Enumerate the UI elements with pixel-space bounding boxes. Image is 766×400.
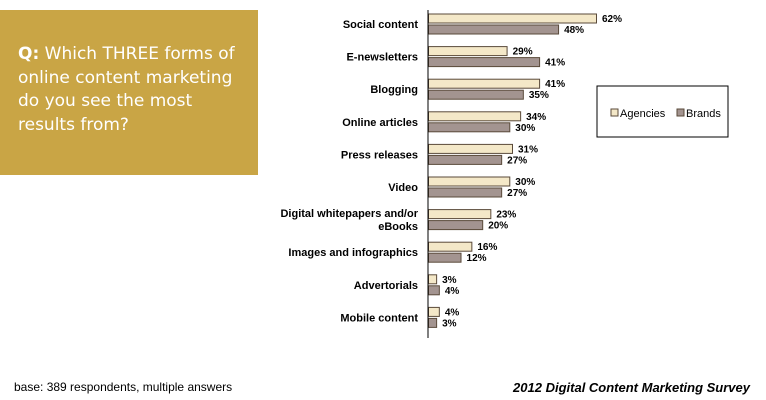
question-text: Which THREE forms of online content mark… (18, 44, 235, 135)
bar-agencies-images-and-infographics (428, 241, 473, 252)
bar-brands-online-articles (428, 122, 511, 133)
value-label-agencies-social-content: 62% (602, 14, 622, 25)
value-label-agencies-mobile-content: 4% (445, 307, 460, 318)
bar-agencies-advertorials (428, 274, 438, 285)
category-label-blogging: Blogging (370, 84, 418, 96)
legend-label-brands: Brands (686, 108, 721, 120)
bar-brands-images-and-infographics (428, 252, 462, 263)
base-note: base: 389 respondents, multiple answers (14, 380, 233, 394)
survey-source: 2012 Digital Content Marketing Survey (513, 380, 750, 395)
value-label-agencies-online-articles: 34% (526, 112, 546, 123)
bar-agencies-mobile-content (428, 306, 440, 317)
category-label-online-articles: Online articles (342, 117, 418, 129)
value-label-agencies-video: 30% (515, 177, 535, 188)
bar-brands-e-newsletters (428, 57, 541, 68)
bar-brands-advertorials (428, 285, 440, 296)
value-label-brands-mobile-content: 3% (442, 318, 457, 329)
bar-brands-mobile-content (428, 317, 438, 328)
question-box: Q: Which THREE forms of online content m… (0, 10, 258, 175)
value-label-brands-advertorials: 4% (445, 286, 460, 297)
legend-label-agencies: Agencies (620, 108, 666, 120)
value-label-brands-images-and-infographics: 12% (467, 253, 487, 264)
value-label-agencies-press-releases: 31% (518, 144, 538, 155)
value-label-agencies-e-newsletters: 29% (513, 47, 533, 58)
legend-swatch-agencies (610, 108, 619, 117)
bar-agencies-online-articles (428, 111, 522, 122)
bar-agencies-social-content (428, 13, 597, 24)
bar-agencies-press-releases (428, 143, 513, 154)
category-label-e-newsletters: E-newsletters (346, 52, 418, 64)
value-label-brands-digital-whitepapers-and-or-ebooks: 20% (488, 221, 508, 232)
bar-brands-blogging (428, 89, 524, 100)
value-label-agencies-advertorials: 3% (442, 275, 457, 286)
question-text-block: Q: Which THREE forms of online content m… (18, 43, 250, 137)
category-label-press-releases: Press releases (341, 149, 418, 161)
value-label-brands-online-articles: 30% (515, 123, 535, 134)
bar-brands-press-releases (428, 154, 503, 165)
bar-agencies-digital-whitepapers-and-or-ebooks (428, 209, 492, 220)
value-label-agencies-blogging: 41% (545, 79, 565, 90)
value-label-brands-video: 27% (507, 188, 527, 199)
legend-swatch-brands (676, 108, 685, 117)
bar-brands-video (428, 187, 503, 198)
category-label-images-and-infographics: Images and infographics (288, 247, 418, 259)
value-label-agencies-images-and-infographics: 16% (477, 242, 497, 253)
bar-brands-digital-whitepapers-and-or-ebooks (428, 220, 484, 231)
bar-brands-social-content (428, 24, 560, 35)
category-label-advertorials: Advertorials (354, 280, 418, 292)
category-label-digital-whitepapers-and-or-ebooks: Digital whitepapers and/or eBooks (280, 208, 418, 233)
bar-agencies-video (428, 176, 511, 187)
value-label-brands-e-newsletters: 41% (545, 58, 565, 69)
value-label-agencies-digital-whitepapers-and-or-ebooks: 23% (496, 210, 516, 221)
bar-agencies-blogging (428, 78, 541, 89)
category-label-video: Video (388, 182, 418, 194)
bar-agencies-e-newsletters (428, 46, 508, 57)
legend-box (596, 85, 729, 138)
value-label-brands-press-releases: 27% (507, 155, 527, 166)
category-label-mobile-content: Mobile content (340, 312, 418, 324)
value-label-brands-social-content: 48% (564, 25, 584, 36)
question-label: Q: (18, 44, 40, 64)
value-label-brands-blogging: 35% (529, 90, 549, 101)
category-label-social-content: Social content (343, 19, 419, 31)
